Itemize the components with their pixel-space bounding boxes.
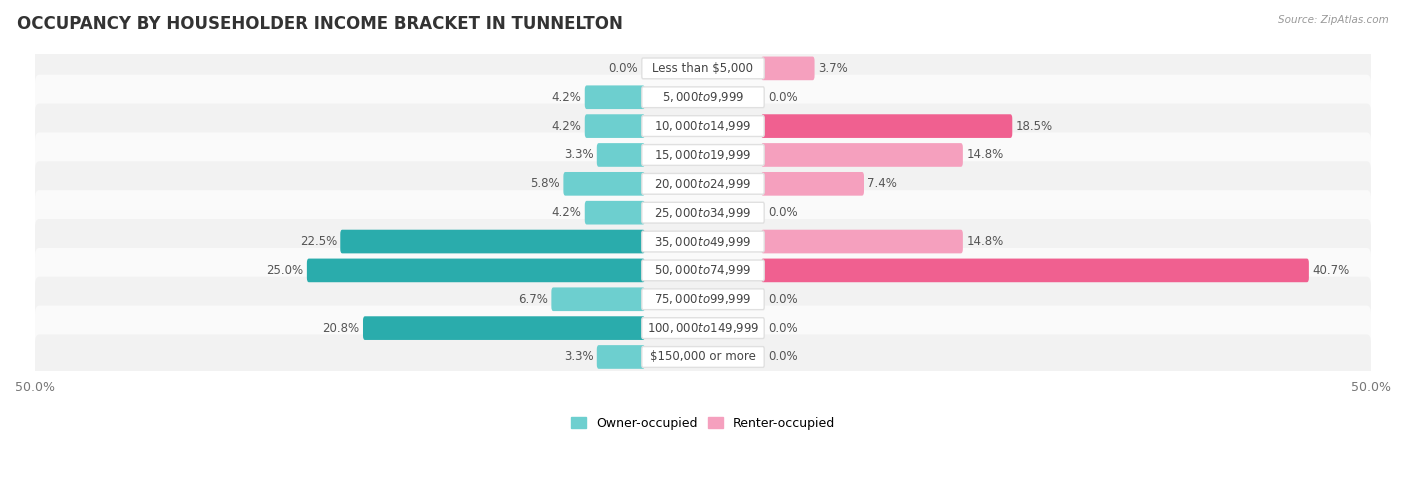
FancyBboxPatch shape	[35, 46, 1371, 91]
Text: $5,000 to $9,999: $5,000 to $9,999	[662, 90, 744, 104]
FancyBboxPatch shape	[35, 335, 1371, 379]
Text: $20,000 to $24,999: $20,000 to $24,999	[654, 177, 752, 191]
Text: 20.8%: 20.8%	[322, 321, 360, 335]
FancyBboxPatch shape	[641, 318, 765, 338]
Text: $150,000 or more: $150,000 or more	[650, 351, 756, 363]
FancyBboxPatch shape	[641, 231, 765, 252]
Text: OCCUPANCY BY HOUSEHOLDER INCOME BRACKET IN TUNNELTON: OCCUPANCY BY HOUSEHOLDER INCOME BRACKET …	[17, 15, 623, 33]
Text: Less than $5,000: Less than $5,000	[652, 62, 754, 75]
FancyBboxPatch shape	[35, 306, 1371, 351]
Text: 3.3%: 3.3%	[564, 149, 593, 162]
Text: 14.8%: 14.8%	[966, 149, 1004, 162]
Text: 7.4%: 7.4%	[868, 177, 897, 190]
Text: 0.0%: 0.0%	[769, 206, 799, 219]
FancyBboxPatch shape	[35, 104, 1371, 149]
FancyBboxPatch shape	[641, 145, 765, 166]
Text: 22.5%: 22.5%	[299, 235, 337, 248]
Text: 6.7%: 6.7%	[519, 293, 548, 306]
FancyBboxPatch shape	[585, 85, 645, 109]
FancyBboxPatch shape	[35, 161, 1371, 206]
FancyBboxPatch shape	[585, 201, 645, 225]
Text: 14.8%: 14.8%	[966, 235, 1004, 248]
FancyBboxPatch shape	[761, 259, 1309, 282]
Text: $75,000 to $99,999: $75,000 to $99,999	[654, 292, 752, 306]
FancyBboxPatch shape	[307, 259, 645, 282]
FancyBboxPatch shape	[340, 230, 645, 253]
Text: $15,000 to $19,999: $15,000 to $19,999	[654, 148, 752, 162]
Text: 0.0%: 0.0%	[769, 91, 799, 104]
Text: 0.0%: 0.0%	[769, 351, 799, 363]
FancyBboxPatch shape	[641, 87, 765, 108]
Text: Source: ZipAtlas.com: Source: ZipAtlas.com	[1278, 15, 1389, 25]
Text: 25.0%: 25.0%	[266, 264, 304, 277]
Text: 0.0%: 0.0%	[769, 293, 799, 306]
Text: 4.2%: 4.2%	[551, 120, 582, 132]
Legend: Owner-occupied, Renter-occupied: Owner-occupied, Renter-occupied	[567, 412, 839, 435]
FancyBboxPatch shape	[585, 114, 645, 138]
FancyBboxPatch shape	[641, 173, 765, 194]
Text: 3.7%: 3.7%	[818, 62, 848, 75]
Text: $35,000 to $49,999: $35,000 to $49,999	[654, 235, 752, 248]
Text: 0.0%: 0.0%	[769, 321, 799, 335]
Text: $10,000 to $14,999: $10,000 to $14,999	[654, 119, 752, 133]
FancyBboxPatch shape	[35, 190, 1371, 235]
FancyBboxPatch shape	[564, 172, 645, 196]
FancyBboxPatch shape	[761, 230, 963, 253]
FancyBboxPatch shape	[35, 248, 1371, 293]
FancyBboxPatch shape	[641, 260, 765, 281]
FancyBboxPatch shape	[596, 345, 645, 369]
Text: $50,000 to $74,999: $50,000 to $74,999	[654, 263, 752, 278]
FancyBboxPatch shape	[35, 132, 1371, 177]
FancyBboxPatch shape	[761, 143, 963, 167]
FancyBboxPatch shape	[35, 219, 1371, 264]
FancyBboxPatch shape	[35, 75, 1371, 120]
FancyBboxPatch shape	[596, 143, 645, 167]
FancyBboxPatch shape	[641, 116, 765, 136]
Text: 3.3%: 3.3%	[564, 351, 593, 363]
FancyBboxPatch shape	[761, 56, 814, 80]
FancyBboxPatch shape	[35, 277, 1371, 322]
FancyBboxPatch shape	[641, 347, 765, 367]
FancyBboxPatch shape	[641, 58, 765, 79]
Text: 40.7%: 40.7%	[1312, 264, 1350, 277]
FancyBboxPatch shape	[641, 202, 765, 223]
Text: 4.2%: 4.2%	[551, 91, 582, 104]
Text: 5.8%: 5.8%	[530, 177, 560, 190]
Text: $25,000 to $34,999: $25,000 to $34,999	[654, 206, 752, 220]
FancyBboxPatch shape	[551, 287, 645, 311]
Text: 18.5%: 18.5%	[1015, 120, 1053, 132]
Text: 0.0%: 0.0%	[607, 62, 637, 75]
FancyBboxPatch shape	[363, 316, 645, 340]
FancyBboxPatch shape	[761, 114, 1012, 138]
FancyBboxPatch shape	[641, 289, 765, 310]
Text: $100,000 to $149,999: $100,000 to $149,999	[647, 321, 759, 335]
Text: 4.2%: 4.2%	[551, 206, 582, 219]
FancyBboxPatch shape	[761, 172, 865, 196]
